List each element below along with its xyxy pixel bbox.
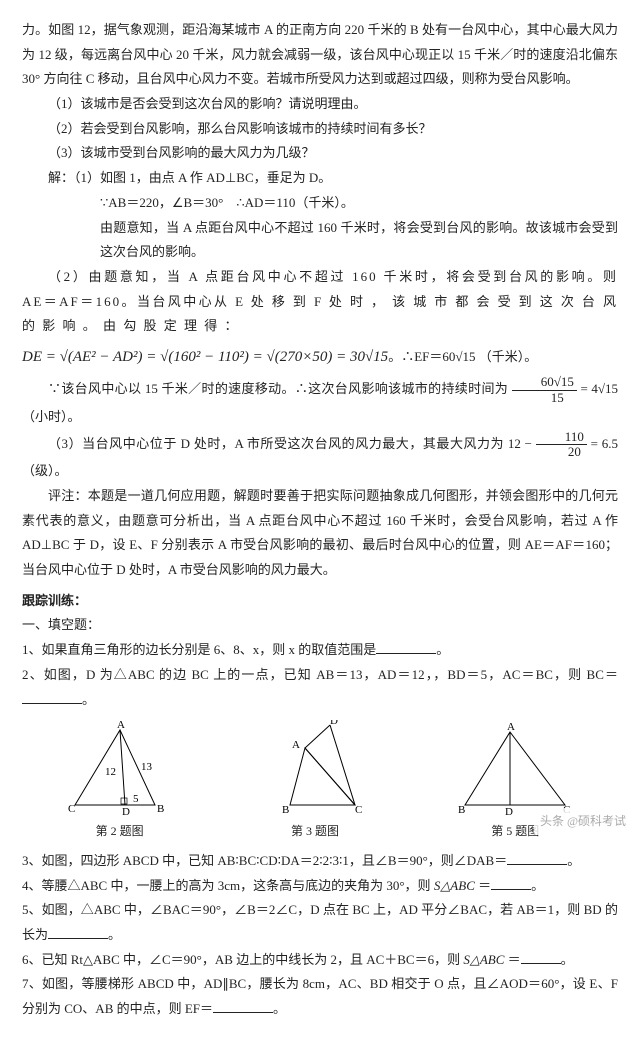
blank-q2 — [22, 690, 82, 704]
q4-sym: S△ABC — [434, 878, 475, 893]
q3-text: 3、如图，四边形 ABCD 中，已知 AB∶BC∶CD∶DA＝2∶2∶3∶1，且… — [22, 853, 507, 868]
figure-2: A B C D 12 13 5 第 2 题图 — [65, 720, 175, 843]
solution-1a: 解：（1）如图 1，由点 A 作 AD⊥BC，垂足为 D。 — [22, 166, 618, 191]
svg-text:B: B — [282, 804, 289, 816]
solution-1b: ∵AB＝220，∠B＝30° ∴AD＝110（千米）。 — [22, 191, 618, 216]
svg-text:C: C — [355, 804, 362, 816]
svg-text:D: D — [505, 806, 513, 818]
svg-text:A: A — [507, 721, 515, 733]
solution-1c: 由题意知，当 A 点距台风中心不超过 160 千米时，将会受到台风的影响。故该城… — [22, 216, 618, 265]
q7-text: 7、如图，等腰梯形 ABCD 中，AD∥BC，腰长为 8cm，AC、BD 相交于… — [22, 976, 618, 1016]
svg-text:D: D — [122, 806, 130, 818]
frac-bot-2b: 15 — [512, 391, 577, 405]
problem-q3: （3）该城市受到台风影响的最大风力为几级？ — [22, 141, 618, 166]
q5-text: 5、如图，△ABC 中，∠BAC＝90°，∠B＝2∠C，D 点在 BC 上，AD… — [22, 902, 618, 942]
solution-2a: （2）由题意知，当 A 点距台风中心不超过 160 千米时，将会受到台风的影响。… — [22, 265, 618, 339]
frac-top-2b: 60√15 — [512, 375, 577, 390]
figure-2-caption: 第 2 题图 — [65, 820, 175, 843]
figure-3-svg: A B C D — [260, 720, 370, 820]
svg-text:A: A — [292, 739, 300, 751]
practice-q2: 2、如图，D 为△ABC 的边 BC 上的一点，已知 AB＝13，AD＝12，，… — [22, 663, 618, 712]
q4-head: 4、等腰△ABC 中，一腰上的高为 3cm，这条高与底边的夹角为 30°，则 — [22, 878, 434, 893]
frac-bot-3: 20 — [536, 445, 587, 459]
svg-text:D: D — [330, 720, 338, 727]
practice-q4: 4、等腰△ABC 中，一腰上的高为 3cm，这条高与底边的夹角为 30°，则 S… — [22, 874, 618, 899]
solution-2b: ∵该台风中心以 15 千米／时的速度移动。∴这次台风影响该城市的持续时间为 60… — [22, 375, 618, 429]
blank-q3 — [507, 851, 567, 865]
practice-q5: 5、如图，△ABC 中，∠BAC＝90°，∠B＝2∠C，D 点在 BC 上，AD… — [22, 898, 618, 947]
figure-3: A B C D 第 3 题图 — [260, 720, 370, 843]
solution-3: （3）当台风中心位于 D 处时，A 市所受这次台风的风力最大，其最大风力为 12… — [22, 430, 618, 484]
solution-3-head: （3）当台风中心位于 D 处时，A 市所受这次台风的风力最大，其最大风力为 12… — [48, 436, 536, 451]
q4-tail: ＝ — [475, 878, 491, 893]
figure-5-svg: A B C D — [455, 720, 575, 820]
formula-de: DE = √(AE² − AD²) = √(160² − 110²) = √(2… — [22, 349, 388, 365]
frac-top-3: 110 — [536, 430, 587, 445]
q6-head: 6、已知 Rt△ABC 中，∠C＝90°，AB 边上的中线长为 2，且 AC＋B… — [22, 952, 463, 967]
practice-q1: 1、如果直角三角形的边长分别是 6、8、x，则 x 的取值范围是。 — [22, 638, 618, 663]
problem-intro: 力。如图 12，据气象观测，距沿海某城市 A 的正南方向 220 千米的 B 处… — [22, 18, 618, 92]
practice-q6: 6、已知 Rt△ABC 中，∠C＝90°，AB 边上的中线长为 2，且 AC＋B… — [22, 948, 618, 973]
svg-text:13: 13 — [141, 761, 153, 773]
q2-text: 2、如图，D 为△ABC 的边 BC 上的一点，已知 AB＝13，AD＝12，，… — [22, 667, 618, 682]
solution-2-formula: DE = √(AE² − AD²) = √(160² − 110²) = √(2… — [22, 343, 618, 372]
svg-text:C: C — [68, 803, 75, 815]
blank-q7 — [213, 999, 273, 1013]
watermark: 头条 @硕科考试 — [534, 808, 632, 835]
figures-row: A B C D 12 13 5 第 2 题图 A B C D 第 3 题图 A — [22, 720, 618, 843]
blank-q1 — [376, 640, 436, 654]
blank-q4 — [491, 876, 531, 890]
figure-3-caption: 第 3 题图 — [260, 820, 370, 843]
blank-q6 — [521, 950, 561, 964]
q1-text: 1、如果直角三角形的边长分别是 6、8、x，则 x 的取值范围是 — [22, 642, 376, 657]
q6-sym: S△ABC — [463, 952, 504, 967]
svg-text:12: 12 — [105, 766, 116, 778]
svg-text:B: B — [157, 803, 164, 815]
problem-q1: （1）该城市是否会受到这次台风的影响？请说明理由。 — [22, 92, 618, 117]
practice-heading: 跟踪训练： — [22, 589, 618, 614]
svg-text:A: A — [117, 720, 125, 731]
svg-text:B: B — [458, 804, 465, 816]
figure-2-svg: A B C D 12 13 5 — [65, 720, 175, 820]
blank-q5 — [48, 925, 108, 939]
practice-q3: 3、如图，四边形 ABCD 中，已知 AB∶BC∶CD∶DA＝2∶2∶3∶1，且… — [22, 849, 618, 874]
practice-sub: 一、填空题： — [22, 613, 618, 638]
solution-2b-head: ∵该台风中心以 15 千米／时的速度移动。∴这次台风影响该城市的持续时间为 — [48, 381, 512, 396]
problem-q2: （2）若会受到台风影响，那么台风影响该城市的持续时间有多长？ — [22, 117, 618, 142]
svg-text:5: 5 — [133, 793, 139, 805]
q6-tail: ＝ — [504, 952, 520, 967]
comment-note: 评注：本题是一道几何应用题，解题时要善于把实际问题抽象成几何图形，并领会图形中的… — [22, 484, 618, 583]
formula-de-tail: 。∴EF＝60√15 （千米）。 — [388, 349, 537, 364]
practice-q7: 7、如图，等腰梯形 ABCD 中，AD∥BC，腰长为 8cm，AC、BD 相交于… — [22, 972, 618, 1021]
